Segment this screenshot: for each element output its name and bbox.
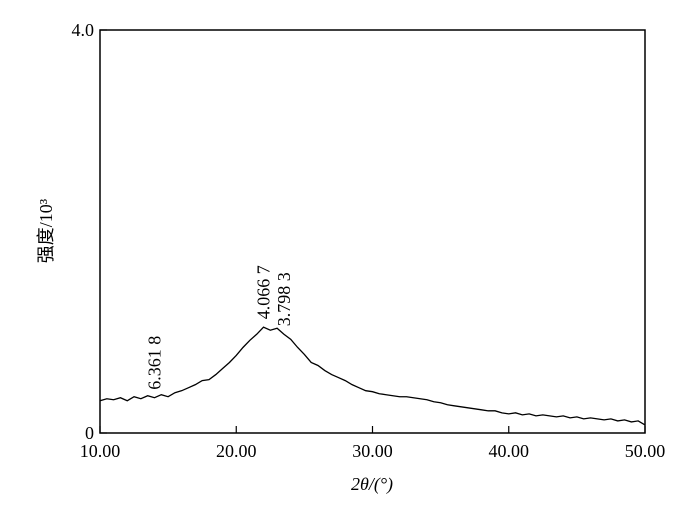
x-tick-label: 20.00 <box>216 441 257 461</box>
x-tick-label: 50.00 <box>625 441 666 461</box>
data-line <box>99 326 646 426</box>
x-tick-label: 40.00 <box>489 441 530 461</box>
x-axis-label: 2θ/(°) <box>351 474 393 495</box>
y-tick-label: 4.0 <box>72 20 95 40</box>
y-axis-label: 强度/10³ <box>36 198 56 263</box>
peak-annotation: 3.798 3 <box>274 272 294 326</box>
y-tick-label: 0 <box>85 423 94 443</box>
x-tick-label: 30.00 <box>352 441 393 461</box>
peak-annotation: 6.361 8 <box>145 336 165 390</box>
peak-annotation: 4.066 7 <box>254 265 274 319</box>
x-tick-label: 10.00 <box>80 441 121 461</box>
plot-frame <box>99 29 646 434</box>
